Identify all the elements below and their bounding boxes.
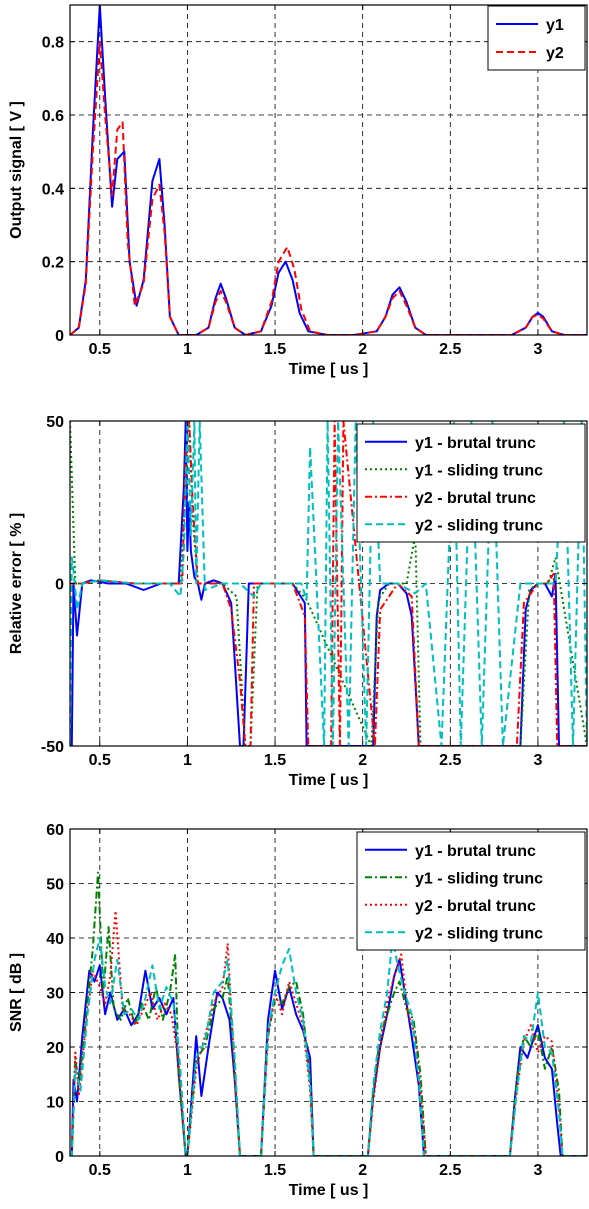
legend-label-2: y1 - sliding trunc	[415, 462, 543, 479]
y-tick-label: 0	[55, 1149, 64, 1166]
legend-label-4: y2 - sliding trunc	[415, 925, 543, 942]
y-tick-label: 0.6	[42, 108, 64, 125]
x-tick-label: 1.5	[264, 1162, 286, 1179]
y-tick-label: 0.2	[42, 255, 64, 272]
y-tick-label: 10	[46, 1095, 64, 1112]
chart-2: 0.5 1 1.5 2 2.5 3 -50 0 50 Time [ us ] Relative er…	[8, 414, 588, 789]
legend-label-4: y2 - sliding trunc	[415, 517, 543, 534]
legend-box	[356, 831, 586, 951]
x-tick-label: 1	[183, 752, 192, 769]
x-tick-label: 1	[183, 1162, 192, 1179]
y-tick-label: 50	[46, 877, 64, 894]
x-tick-label: 0.5	[89, 341, 111, 358]
x-tick-label: 2.5	[439, 341, 461, 358]
series-line-1	[70, 958, 587, 1156]
legend-label-1: y1 - brutal trunc	[415, 435, 536, 452]
y-tick-label: 30	[46, 986, 64, 1003]
x-tick-label: 0.5	[89, 752, 111, 769]
chart-1: 0.5 1 1.5 2 2.5 3 0 0.2 0.4 0.6 0.8 Time [ us ] Outp…	[8, 4, 588, 378]
y-tick-label: -50	[41, 739, 64, 756]
legend-box	[356, 423, 586, 543]
y-tick-label: 0	[55, 577, 64, 594]
legend-label-2: y2	[546, 45, 564, 62]
series-line-2	[70, 40, 587, 335]
legend-label-2: y1 - sliding trunc	[415, 870, 543, 887]
x-tick-label: 2	[358, 1162, 367, 1179]
x-axis-label: Time [ us ]	[289, 772, 369, 789]
legend: y1 - brutal trunc y1 - sliding trunc y2 - …	[356, 831, 586, 951]
y-tick-label: 20	[46, 1040, 64, 1057]
x-tick-label: 3	[533, 1162, 542, 1179]
x-tick-label: 2	[358, 341, 367, 358]
legend-box	[487, 5, 586, 71]
y-tick-label: 40	[46, 931, 64, 948]
series-group	[70, 871, 587, 1156]
x-tick-label: 3	[533, 341, 542, 358]
x-tick-label: 2.5	[439, 752, 461, 769]
y-tick-label: 50	[46, 414, 64, 431]
y-tick-label: 60	[46, 822, 64, 839]
x-tick-label: 2	[358, 752, 367, 769]
y-axis-label: Relative error [ % ]	[8, 513, 25, 654]
x-tick-label: 1.5	[264, 341, 286, 358]
x-tick-label: 1.5	[264, 752, 286, 769]
x-tick-label: 2.5	[439, 1162, 461, 1179]
legend-label-3: y2 - brutal trunc	[415, 490, 536, 507]
axes-frame	[69, 4, 588, 336]
x-axis-label: Time [ us ]	[289, 1182, 369, 1199]
y-tick-label: 0.4	[42, 181, 64, 198]
legend-label-3: y2 - brutal trunc	[415, 898, 536, 915]
legend: y1 y2	[487, 5, 586, 71]
x-tick-label: 0.5	[89, 1162, 111, 1179]
y-tick-label: 0.8	[42, 35, 64, 52]
y-axis-label: Output signal [ V ]	[8, 101, 25, 239]
legend-label-1: y1 - brutal trunc	[415, 843, 536, 860]
x-tick-label: 1	[183, 341, 192, 358]
legend: y1 - brutal trunc y1 - sliding trunc y2 - …	[356, 423, 586, 543]
x-axis-label: Time [ us ]	[289, 361, 369, 378]
series-group	[70, 5, 587, 335]
y-axis-label: SNR [ dB ]	[8, 953, 25, 1032]
legend-label-1: y1	[546, 17, 564, 34]
series-line-2	[70, 871, 587, 1156]
x-tick-label: 3	[533, 752, 542, 769]
y-tick-label: 0	[55, 328, 64, 345]
series-line-4	[70, 937, 587, 1156]
